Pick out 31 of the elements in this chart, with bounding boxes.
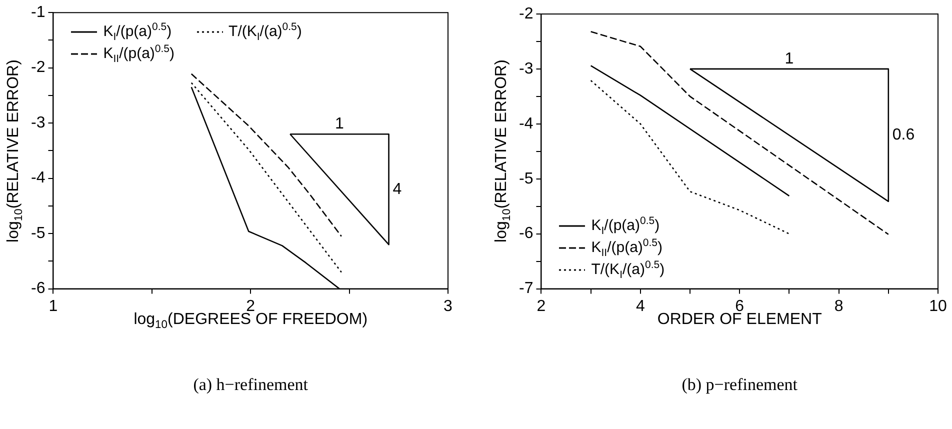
legend-label: K$_{I}$/(p(a)$^{0.5}$) bbox=[591, 214, 660, 237]
y-tick-label: -4 bbox=[518, 115, 534, 132]
y-tick-label: -6 bbox=[518, 225, 534, 242]
y-tick-label: -3 bbox=[518, 60, 534, 78]
x-tick-label: 1 bbox=[48, 298, 58, 315]
annotation: 0.6 bbox=[892, 126, 915, 144]
y-tick-label: -6 bbox=[30, 280, 46, 298]
y-tick-label: -3 bbox=[30, 114, 46, 132]
annotation: 4 bbox=[392, 180, 402, 198]
legend-label: T/(K$_{I}$/(a)$^{0.5}$) bbox=[591, 258, 665, 281]
text: (a) h−refinement bbox=[193, 375, 308, 395]
y-tick-label: -5 bbox=[518, 170, 534, 188]
y-tick-label: -1 bbox=[30, 4, 46, 22]
y-tick-label: -2 bbox=[30, 59, 46, 76]
legend-label: K$_{II}$/(p(a)$^{0.5}$) bbox=[103, 42, 175, 65]
x-tick-label: 2 bbox=[536, 298, 546, 315]
legend-label: K$_{II}$/(p(a)$^{0.5}$) bbox=[591, 236, 663, 259]
y-tick-label: -2 bbox=[518, 5, 534, 22]
x-axis-title: log$_{10}$(DEGREES OF FREEDOM) bbox=[134, 310, 368, 331]
annotation: 1 bbox=[334, 116, 344, 133]
x-tick-label: 3 bbox=[444, 298, 453, 315]
x-tick-label: 4 bbox=[636, 298, 645, 315]
y-tick-label: -7 bbox=[518, 280, 534, 298]
legend-label: K$_{I}$/(p(a)$^{0.5}$) bbox=[103, 20, 172, 43]
x-tick-label: 10 bbox=[929, 298, 947, 315]
legend-label: T/(K$_{I}$/(a)$^{0.5}$) bbox=[228, 20, 302, 43]
y-tick-label: -4 bbox=[30, 170, 46, 187]
y-tick-label: -5 bbox=[30, 224, 46, 242]
x-tick-label: 8 bbox=[834, 298, 844, 315]
annotation: 1 bbox=[784, 50, 794, 68]
text: (b) p−refinement bbox=[682, 375, 798, 395]
